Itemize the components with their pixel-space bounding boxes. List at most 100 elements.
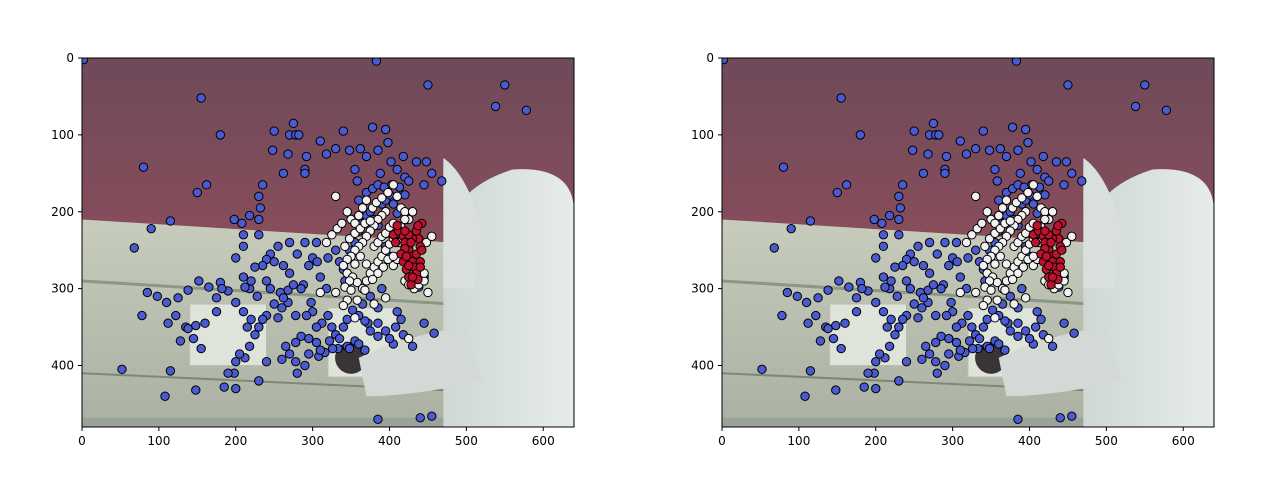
point-white [388, 180, 399, 190]
point-blue [840, 318, 850, 328]
point-blue [344, 145, 355, 155]
point-blue [946, 297, 956, 308]
point-blue [792, 291, 803, 302]
point-blue [237, 218, 247, 228]
point-blue [994, 339, 1004, 349]
point-blue [1059, 318, 1069, 328]
point-red [1047, 272, 1058, 282]
point-blue [1067, 411, 1077, 421]
point-red [1053, 220, 1063, 231]
point-blue [415, 413, 425, 423]
x-tick-label: 0 [78, 434, 86, 448]
point-blue [722, 58, 729, 65]
point-white [955, 287, 966, 298]
x-tick-label: 400 [378, 434, 401, 448]
point-blue [330, 245, 341, 255]
point-blue [171, 310, 181, 321]
point-blue [871, 356, 881, 367]
point-blue [782, 287, 793, 298]
point-blue [386, 157, 396, 167]
point-white [978, 260, 989, 271]
point-blue [921, 341, 931, 351]
point-blue [940, 360, 950, 371]
point-white [383, 187, 393, 198]
x-tick-label: 0 [718, 434, 726, 448]
point-white [1023, 187, 1033, 198]
point-blue [897, 314, 908, 325]
point-blue [306, 297, 316, 308]
point-white [330, 191, 341, 202]
point-blue [882, 322, 892, 332]
point-blue [244, 341, 255, 351]
point-red [406, 237, 416, 248]
point-blue [211, 293, 222, 303]
point-white [992, 295, 1002, 305]
point-blue [129, 243, 139, 253]
point-blue [365, 326, 375, 336]
point-blue [951, 237, 962, 248]
point-blue [288, 280, 299, 290]
point-blue [269, 257, 279, 267]
point-white [1001, 195, 1012, 205]
y-tick-label: 0 [66, 51, 74, 65]
point-blue [987, 305, 998, 315]
point-white [1028, 251, 1039, 262]
point-blue [117, 364, 127, 375]
y-tick-label: 200 [691, 205, 714, 219]
point-blue [909, 126, 919, 136]
axes-frame [81, 57, 575, 428]
point-white [1009, 299, 1019, 309]
point-blue [880, 282, 890, 292]
point-blue [269, 126, 279, 136]
point-blue [277, 354, 287, 365]
point-blue [1007, 122, 1018, 132]
point-blue [423, 80, 433, 90]
point-white [377, 193, 387, 203]
point-blue [1015, 168, 1025, 179]
point-blue [974, 333, 985, 344]
point-blue [1067, 168, 1077, 179]
point-blue [281, 341, 291, 351]
y-tick-label: 100 [691, 128, 714, 142]
point-blue [277, 303, 287, 313]
point-blue [907, 145, 918, 155]
point-blue [165, 366, 176, 376]
point-blue [917, 354, 927, 365]
point-blue [897, 260, 908, 271]
point-blue [240, 282, 250, 292]
axes-frame [721, 57, 1215, 428]
point-blue [315, 345, 326, 355]
point-white [1007, 274, 1018, 285]
point-blue [384, 333, 395, 344]
point-blue [1026, 157, 1036, 167]
point-blue [183, 323, 193, 334]
point-blue [869, 214, 879, 225]
point-blue [296, 331, 306, 341]
point-blue [909, 257, 919, 267]
point-blue [204, 282, 214, 292]
point-blue [1051, 157, 1062, 167]
point-blue [238, 241, 249, 252]
point-blue [994, 195, 1004, 205]
point-blue [982, 314, 992, 325]
point-blue [964, 336, 975, 346]
point-white [378, 262, 389, 272]
point-blue [354, 195, 364, 205]
point-blue [805, 216, 816, 226]
points-layer [82, 58, 532, 425]
point-white [1044, 333, 1054, 344]
point-blue [338, 126, 349, 136]
point-blue [142, 287, 153, 298]
point-white [327, 230, 337, 240]
point-blue [913, 313, 923, 323]
point-blue [254, 322, 264, 332]
point-blue [841, 180, 852, 190]
point-white [427, 231, 437, 242]
point-blue [890, 330, 900, 340]
point-blue [955, 345, 966, 355]
point-blue [1011, 58, 1022, 66]
point-blue [161, 297, 172, 308]
point-blue [490, 101, 501, 112]
point-blue [278, 260, 289, 271]
point-white [423, 287, 433, 298]
